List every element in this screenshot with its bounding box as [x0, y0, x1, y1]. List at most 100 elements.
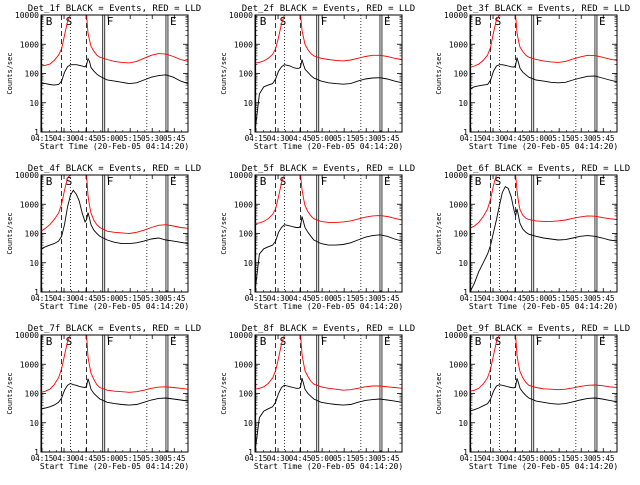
series-line-events: [470, 378, 617, 412]
series-line-events: [470, 185, 617, 292]
series-line-events: [470, 57, 617, 90]
interval-marker-label: F: [321, 335, 328, 348]
y-tick-label: 1: [248, 448, 253, 457]
x-tick-label: 05:45: [592, 134, 615, 143]
panel-title: Det_2f BLACK = Events, RED = LLD: [242, 4, 415, 14]
interval-marker-label: E: [170, 175, 177, 188]
plot-frame: [469, 14, 618, 133]
y-axis-label: Counts/sec: [220, 212, 228, 254]
chart-panel-1: Det_1f BLACK = Events, RED = LLD Counts/s…: [6, 4, 201, 151]
y-tick-label: 100: [454, 230, 469, 239]
series-line-events: [255, 377, 402, 452]
interval-marker-label: E: [384, 335, 391, 348]
interval-marker-label: S: [280, 15, 287, 28]
y-axis-label: Counts/sec: [435, 372, 443, 414]
x-axis-label: Start Time (20-Feb-05 04:14:20): [40, 302, 189, 311]
y-axis-label: Counts/sec: [220, 372, 228, 414]
y-axis-label: Counts/sec: [220, 52, 228, 94]
interval-marker-label: B: [260, 335, 267, 348]
y-tick-label: 10: [29, 419, 39, 428]
x-tick-label: 04:45: [289, 134, 312, 143]
interval-marker-label: E: [170, 335, 177, 348]
x-axis-label: Start Time (20-Feb-05 04:14:20): [254, 142, 403, 151]
series-line-lld: [41, 15, 188, 67]
interval-marker-label: F: [536, 175, 543, 188]
x-tick-label: 04:45: [75, 294, 98, 303]
y-tick-label: 10: [458, 99, 468, 108]
x-tick-label: 04:45: [75, 454, 98, 463]
y-tick-label: 10000: [15, 11, 39, 20]
x-tick-label: 04:30: [53, 294, 76, 303]
interval-marker-label: S: [495, 175, 502, 188]
interval-marker-label: F: [107, 15, 114, 28]
panel-title: Det_1f BLACK = Events, RED = LLD: [28, 4, 201, 14]
x-tick-label: 05:00: [97, 134, 120, 143]
y-tick-label: 10: [458, 259, 468, 268]
x-tick-label: 04:15: [460, 454, 483, 463]
x-tick-label: 04:30: [267, 454, 290, 463]
x-tick-label: 04:15: [31, 294, 54, 303]
y-tick-label: 10: [243, 99, 253, 108]
x-tick-label: 04:45: [289, 294, 312, 303]
x-tick-label: 04:45: [504, 134, 527, 143]
y-tick-label: 1: [463, 288, 468, 297]
series-line-events: [255, 216, 402, 292]
x-axis-label: Start Time (20-Feb-05 04:14:20): [469, 462, 618, 471]
series-line-events: [41, 378, 188, 410]
chart-panel-6: Det_6f BLACK = Events, RED = LLD Counts/s…: [435, 164, 630, 311]
interval-marker-label: S: [66, 335, 73, 348]
interval-marker-label: E: [599, 335, 606, 348]
y-axis-label: Counts/sec: [435, 52, 443, 94]
plot-frame: [40, 14, 189, 133]
chart-panel-4: Det_4f BLACK = Events, RED = LLD Counts/s…: [6, 164, 201, 311]
series-line-events: [41, 57, 188, 86]
interval-marker-label: S: [280, 175, 287, 188]
x-tick-label: 05:30: [570, 134, 593, 143]
series-line-lld: [470, 175, 617, 229]
series-line-lld: [41, 335, 188, 393]
interval-marker-label: F: [107, 335, 114, 348]
x-tick-label: 05:45: [163, 454, 186, 463]
interval-marker-label: B: [475, 15, 482, 28]
panel-title: Det_6f BLACK = Events, RED = LLD: [457, 164, 630, 174]
x-tick-label: 05:15: [119, 134, 142, 143]
y-tick-label: 100: [239, 390, 254, 399]
x-axis-label: Start Time (20-Feb-05 04:14:20): [469, 142, 618, 151]
y-tick-label: 1000: [449, 40, 468, 49]
x-tick-label: 05:45: [163, 134, 186, 143]
y-tick-label: 1000: [449, 200, 468, 209]
y-tick-label: 10000: [444, 331, 468, 340]
x-tick-label: 05:45: [163, 294, 186, 303]
x-tick-label: 04:30: [482, 134, 505, 143]
x-tick-label: 05:30: [355, 454, 378, 463]
x-tick-label: 04:15: [245, 454, 268, 463]
interval-marker-label: S: [495, 15, 502, 28]
x-tick-label: 04:30: [53, 134, 76, 143]
chart-panel-2: Det_2f BLACK = Events, RED = LLD Counts/s…: [220, 4, 415, 151]
y-tick-label: 10000: [15, 171, 39, 180]
panel-title: Det_3f BLACK = Events, RED = LLD: [457, 4, 630, 14]
x-tick-label: 05:00: [311, 134, 334, 143]
y-tick-label: 1: [248, 288, 253, 297]
y-tick-label: 100: [25, 230, 40, 239]
panel-title: Det_4f BLACK = Events, RED = LLD: [28, 164, 201, 174]
x-tick-label: 04:45: [75, 134, 98, 143]
chart-panel-9: Det_9f BLACK = Events, RED = LLD Counts/s…: [435, 324, 630, 471]
y-tick-label: 1: [248, 128, 253, 137]
series-line-events: [41, 189, 188, 250]
panel-title: Det_9f BLACK = Events, RED = LLD: [457, 324, 630, 334]
interval-marker-label: F: [321, 175, 328, 188]
x-tick-label: 04:15: [245, 134, 268, 143]
y-tick-label: 10000: [444, 171, 468, 180]
x-tick-label: 04:30: [267, 294, 290, 303]
series-line-events: [255, 59, 402, 132]
y-tick-label: 10: [458, 419, 468, 428]
y-tick-label: 1000: [449, 360, 468, 369]
x-tick-label: 05:45: [592, 294, 615, 303]
interval-marker-label: F: [536, 335, 543, 348]
x-tick-label: 05:45: [377, 454, 400, 463]
y-axis-label: Counts/sec: [6, 52, 14, 94]
x-tick-label: 04:45: [289, 454, 312, 463]
x-tick-label: 05:30: [570, 454, 593, 463]
y-axis-label: Counts/sec: [6, 212, 14, 254]
